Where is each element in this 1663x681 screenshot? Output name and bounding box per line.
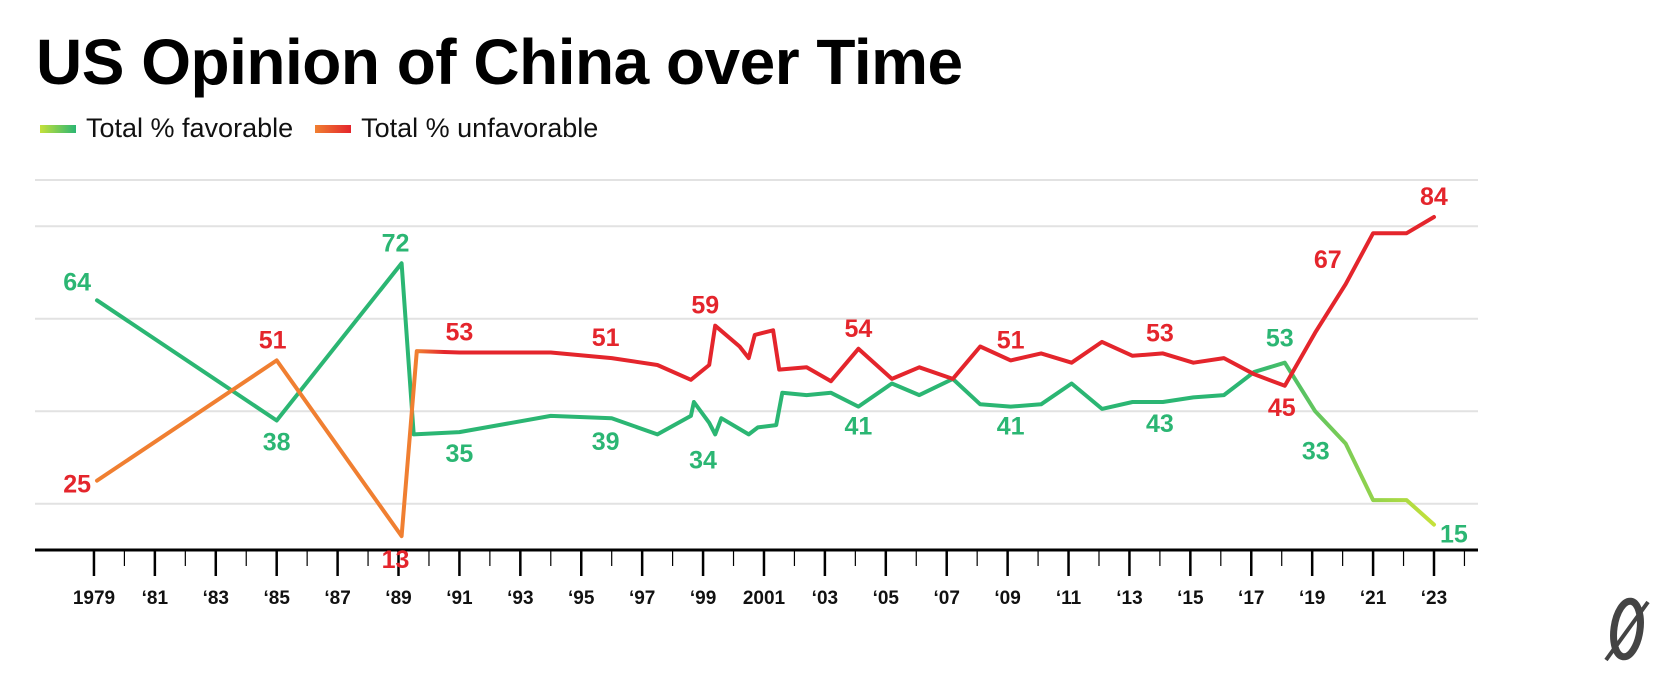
x-tick-label: ‘23 <box>1421 588 1447 609</box>
x-tick-label: ‘93 <box>507 588 533 609</box>
x-tick-label: ‘03 <box>812 588 838 609</box>
legend-item-unfavorable: Total % unfavorable <box>315 113 598 144</box>
series-line-favorable <box>95 261 1436 527</box>
zero-slash-logo-icon <box>1604 597 1650 662</box>
legend-swatch-unfavorable <box>315 124 352 133</box>
legend-label-unfavorable: Total % unfavorable <box>361 113 599 143</box>
x-tick-label: ‘99 <box>690 588 716 609</box>
data-label-favorable: 64 <box>63 268 91 296</box>
data-label-unfavorable: 53 <box>1146 319 1174 347</box>
legend-label-favorable: Total % favorable <box>86 113 294 143</box>
x-tick-label: ‘97 <box>629 588 655 609</box>
x-tick-label: 1979 <box>73 588 115 609</box>
x-tick-label: ‘21 <box>1360 588 1387 609</box>
data-label-favorable: 34 <box>689 446 717 474</box>
data-label-favorable: 33 <box>1302 438 1330 466</box>
data-label-favorable: 15 <box>1440 521 1468 549</box>
chart-title: US Opinion of China over Time <box>36 26 963 98</box>
x-tick-label: ‘85 <box>263 588 290 609</box>
data-label-favorable: 53 <box>1266 325 1294 353</box>
x-tick-label: ‘09 <box>994 588 1020 609</box>
data-label-favorable: 72 <box>382 229 410 257</box>
x-tick-label: 2001 <box>743 588 786 609</box>
x-tick-label: ‘83 <box>203 588 229 609</box>
legend: Total % favorable Total % unfavorable <box>40 113 620 144</box>
data-label-favorable: 35 <box>446 440 474 468</box>
x-tick-label: ‘19 <box>1299 588 1325 609</box>
data-label-favorable: 41 <box>844 413 872 441</box>
data-label-favorable: 43 <box>1146 410 1174 438</box>
data-label-favorable: 41 <box>997 413 1025 441</box>
data-label-unfavorable: 25 <box>63 471 91 499</box>
x-tick-label: ‘87 <box>324 588 350 609</box>
data-label-favorable: 38 <box>263 429 291 457</box>
x-tick-label: ‘91 <box>446 588 473 609</box>
data-label-unfavorable: 51 <box>997 326 1025 354</box>
x-tick-label: ‘81 <box>142 588 169 609</box>
series-line-unfavorable <box>95 215 1436 539</box>
x-tick-label: ‘11 <box>1056 588 1082 609</box>
data-label-unfavorable: 59 <box>691 292 719 320</box>
x-tick-label: ‘17 <box>1238 588 1264 609</box>
data-label-unfavorable: 84 <box>1420 183 1448 211</box>
x-tick-label: ‘13 <box>1116 588 1142 609</box>
legend-item-favorable: Total % favorable <box>40 113 293 144</box>
data-label-unfavorable: 51 <box>259 326 287 354</box>
x-tick-label: ‘95 <box>568 588 595 609</box>
data-label-unfavorable: 54 <box>844 315 872 343</box>
x-tick-label: ‘89 <box>385 588 411 609</box>
x-tick-label: ‘15 <box>1177 588 1204 609</box>
data-label-unfavorable: 45 <box>1268 394 1296 422</box>
x-tick-label: ‘07 <box>933 588 959 609</box>
data-label-unfavorable: 13 <box>382 546 410 574</box>
data-label-unfavorable: 51 <box>592 324 620 352</box>
data-label-favorable: 39 <box>592 428 620 456</box>
legend-swatch-favorable <box>40 124 76 133</box>
x-tick-label: ‘05 <box>873 588 900 609</box>
data-label-unfavorable: 53 <box>446 319 474 347</box>
data-label-unfavorable: 67 <box>1314 246 1342 274</box>
